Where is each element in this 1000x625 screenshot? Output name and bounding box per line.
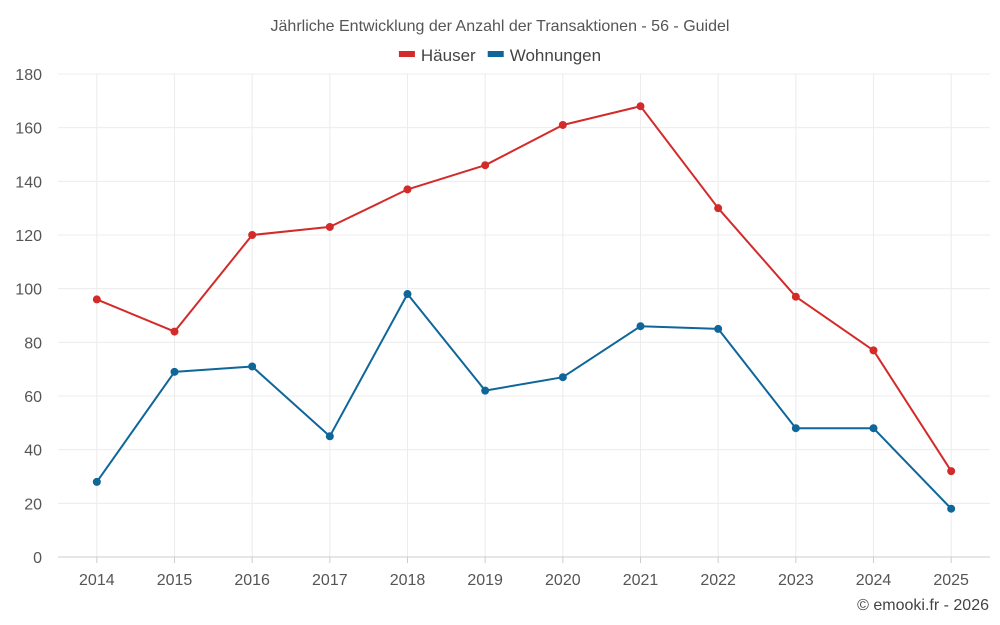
y-tick-label: 180 [15, 67, 42, 84]
credit-label: © emooki.fr - 2026 [857, 597, 989, 614]
data-point-haeuser[interactable] [403, 185, 412, 194]
y-tick-label: 140 [15, 174, 42, 191]
series-line-wohnungen [95, 293, 952, 510]
data-point-wohnungen[interactable] [636, 322, 645, 331]
series-line-haeuser [96, 105, 953, 472]
y-tick-label: 0 [33, 550, 42, 567]
y-tick-label: 60 [24, 389, 42, 406]
legend-item-haeuser[interactable]: Häuser [398, 46, 476, 65]
data-point-wohnungen[interactable] [248, 362, 257, 371]
x-tick-label: 2014 [79, 572, 115, 589]
legend-item-wohnungen[interactable]: Wohnungen [487, 46, 601, 65]
data-point-wohnungen[interactable] [869, 424, 878, 433]
x-tick-label: 2015 [157, 572, 193, 589]
x-tick-label: 2019 [467, 572, 503, 589]
data-point-wohnungen[interactable] [170, 367, 179, 376]
data-point-wohnungen[interactable] [481, 386, 490, 395]
legend-swatch [398, 51, 415, 57]
x-tick-label: 2017 [312, 572, 348, 589]
axes: 0 20 40 60 80 100 120 140 160 180 2014 2015 2016 2017… [15, 67, 990, 589]
x-tick-label: 2022 [700, 572, 736, 589]
data-point-haeuser[interactable] [791, 292, 800, 301]
legend-label: Häuser [421, 46, 476, 65]
y-tick-label: 20 [24, 496, 42, 513]
data-point-wohnungen[interactable] [325, 432, 334, 441]
x-tick-label: 2016 [234, 572, 270, 589]
data-point-haeuser[interactable] [325, 222, 334, 231]
data-point-wohnungen[interactable] [403, 290, 412, 299]
x-tick-label: 2025 [933, 572, 969, 589]
x-tick-label: 2021 [623, 572, 659, 589]
data-point-wohnungen[interactable] [947, 504, 956, 513]
y-tick-label: 160 [15, 121, 42, 138]
data-point-haeuser[interactable] [481, 161, 490, 170]
chart-title: Jährliche Entwicklung der Anzahl der Tra… [271, 18, 730, 35]
legend: Häuser Wohnungen [398, 46, 601, 65]
data-point-wohnungen[interactable] [791, 424, 800, 433]
data-point-haeuser[interactable] [636, 102, 645, 111]
series-layer [92, 102, 956, 513]
y-tick-label: 100 [15, 282, 42, 299]
data-point-wohnungen[interactable] [714, 324, 723, 333]
y-tick-label: 40 [24, 443, 42, 460]
data-point-haeuser[interactable] [170, 327, 179, 336]
legend-label: Wohnungen [510, 46, 601, 65]
data-point-haeuser[interactable] [248, 231, 257, 239]
y-tick-label: 120 [15, 228, 42, 245]
data-point-haeuser[interactable] [947, 467, 956, 476]
x-tick-label: 2024 [856, 572, 892, 589]
data-point-wohnungen[interactable] [92, 477, 101, 486]
legend-swatch [487, 51, 504, 57]
data-point-wohnungen[interactable] [558, 373, 567, 382]
x-tick-label: 2023 [778, 572, 814, 589]
data-point-haeuser[interactable] [92, 295, 101, 304]
data-point-haeuser[interactable] [869, 346, 878, 355]
data-point-haeuser[interactable] [714, 204, 723, 213]
y-tick-label: 80 [24, 335, 42, 352]
x-tick-label: 2018 [390, 572, 426, 589]
grid [58, 73, 990, 558]
x-tick-label: 2020 [545, 572, 581, 589]
data-point-haeuser[interactable] [558, 120, 567, 129]
